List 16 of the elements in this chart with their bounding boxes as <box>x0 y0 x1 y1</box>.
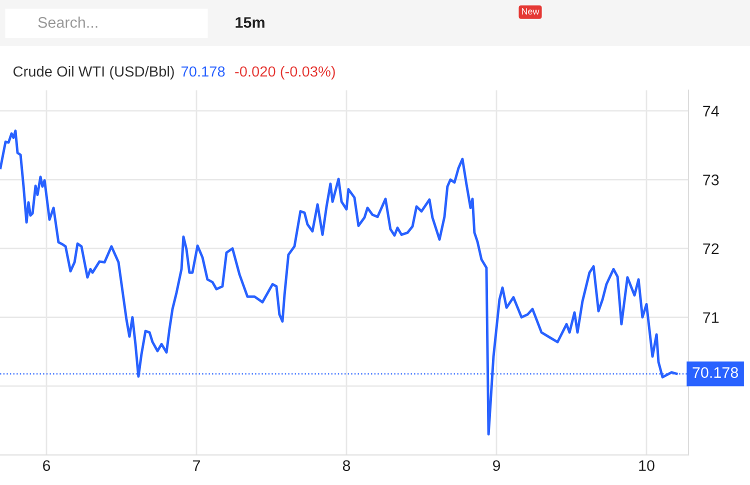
chart-title: Crude Oil WTI (USD/Bbl) <box>13 66 174 80</box>
text: Search... <box>38 16 98 28</box>
x-tick-label: 7 <box>193 460 200 471</box>
text: 70.178 <box>181 66 225 77</box>
y-tick-label: 72 <box>703 243 719 254</box>
ref-line-label: 70.178 <box>692 367 738 378</box>
x-tick-label: 10 <box>639 460 654 472</box>
text: 15m <box>236 17 264 28</box>
y-tick-label: 71 <box>703 312 719 323</box>
x-tick-label: 6 <box>43 460 50 472</box>
y-tick-label: 73 <box>703 174 719 186</box>
y-tick-label: 74 <box>703 106 719 116</box>
x-tick-label: 9 <box>492 460 500 472</box>
x-tick-label: 8 <box>342 460 350 472</box>
text: -0.020 (-0.03%) <box>235 66 335 80</box>
text: New <box>522 8 540 15</box>
